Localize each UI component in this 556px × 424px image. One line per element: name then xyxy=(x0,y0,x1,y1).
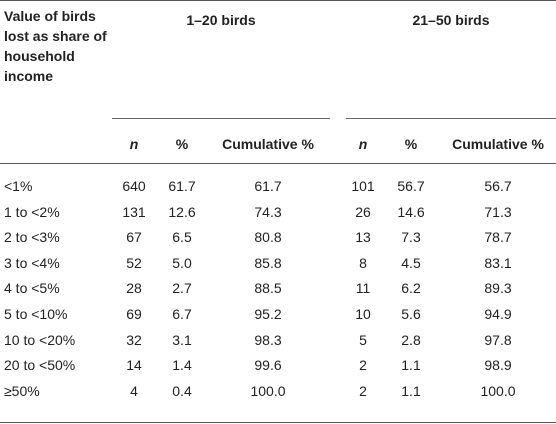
row-label: 4 to <5% xyxy=(4,280,60,297)
table-cell: 14 xyxy=(126,357,142,374)
column-header-cumulative: Cumulative % xyxy=(222,136,314,152)
table-cell: 97.8 xyxy=(484,331,512,348)
column-header-n: n xyxy=(129,136,139,152)
table-cell: 5.0 xyxy=(172,254,192,271)
table-cell: 32 xyxy=(126,331,142,348)
table-cell: 98.3 xyxy=(254,331,282,348)
table-cell: 94.9 xyxy=(484,306,512,322)
table-cell: 2 xyxy=(359,382,367,399)
column-header-n: n xyxy=(358,136,368,152)
table-cell: 6.7 xyxy=(172,306,192,322)
table-bottom-rule xyxy=(0,422,556,423)
group-header-1-20: 1–20 birds xyxy=(186,12,256,28)
table-cell: 78.7 xyxy=(484,229,512,246)
table-cell: 131 xyxy=(122,203,146,220)
table-cell: 88.5 xyxy=(254,280,282,297)
table-cell: 2.7 xyxy=(172,280,192,297)
table-cell: 26 xyxy=(355,203,371,220)
table-cell: 14.6 xyxy=(397,203,425,220)
group-rule-1-20 xyxy=(112,118,330,119)
row-label: 10 to <20% xyxy=(4,331,76,348)
table-cell: 13 xyxy=(355,229,371,246)
table-cell: 1.1 xyxy=(401,357,421,374)
table-cell: 7.3 xyxy=(401,229,421,246)
table-cell: 67 xyxy=(126,229,142,246)
table-cell: 4 xyxy=(130,382,138,399)
table-row: 4 to <5% 28 2.7 88.5 11 6.2 89.3 xyxy=(0,280,556,304)
table-cell: 1.1 xyxy=(401,382,421,399)
table-cell: 11 xyxy=(355,280,371,297)
table-row: 5 to <10% 69 6.7 95.2 10 5.6 94.9 xyxy=(0,306,556,330)
table-cell: 2.8 xyxy=(401,331,421,348)
table-top-rule xyxy=(0,0,556,1)
column-header-cumulative: Cumulative % xyxy=(452,136,544,152)
table-cell: 52 xyxy=(126,254,142,271)
group-rule-21-50 xyxy=(346,118,556,119)
group-header-21-50: 21–50 birds xyxy=(412,12,490,28)
table-cell: 100.0 xyxy=(250,382,286,399)
table-cell: 83.1 xyxy=(484,254,512,271)
stub-header: Value of birds lost as share of househol… xyxy=(4,8,107,84)
column-header-percent: % xyxy=(175,136,189,152)
table-row: 20 to <50% 14 1.4 99.6 2 1.1 98.9 xyxy=(0,357,556,381)
column-header-percent: % xyxy=(404,136,418,152)
table-cell: 100.0 xyxy=(480,382,516,399)
table-cell: 12.6 xyxy=(168,203,196,220)
row-label: ≥50% xyxy=(4,382,40,399)
row-label: 5 to <10% xyxy=(4,306,68,322)
table-cell: 85.8 xyxy=(254,254,282,271)
table-cell: 95.2 xyxy=(254,306,282,322)
header-bottom-rule xyxy=(0,163,556,164)
table-cell: 6.5 xyxy=(172,229,192,246)
table-cell: 56.7 xyxy=(397,178,425,194)
table-cell: 4.5 xyxy=(401,254,421,271)
table-cell: 8 xyxy=(359,254,367,271)
table-cell: 74.3 xyxy=(254,203,282,220)
table-cell: 99.6 xyxy=(254,357,282,374)
table-cell: 71.3 xyxy=(484,203,512,220)
table-cell: 5.6 xyxy=(401,306,421,322)
row-label: <1% xyxy=(4,178,33,194)
row-label: 2 to <3% xyxy=(4,229,60,246)
table-cell: 98.9 xyxy=(484,357,512,374)
table-cell: 80.8 xyxy=(254,229,282,246)
table-row: 3 to <4% 52 5.0 85.8 8 4.5 83.1 xyxy=(0,255,556,279)
table-cell: 61.7 xyxy=(254,178,282,194)
table-cell: 10 xyxy=(355,306,371,322)
table-cell: 101 xyxy=(351,178,375,194)
table-row: 2 to <3% 67 6.5 80.8 13 7.3 78.7 xyxy=(0,229,556,253)
table-row: <1% 640 61.7 61.7 101 56.7 56.7 xyxy=(0,178,556,202)
row-label: 3 to <4% xyxy=(4,254,60,271)
table-cell: 0.4 xyxy=(172,382,192,399)
table-cell: 61.7 xyxy=(168,178,196,194)
row-label: 1 to <2% xyxy=(4,203,60,220)
table-cell: 640 xyxy=(122,178,146,194)
table-cell: 5 xyxy=(359,331,367,348)
table-cell: 2 xyxy=(359,357,367,374)
table-cell: 28 xyxy=(126,280,142,297)
table-cell: 3.1 xyxy=(172,331,192,348)
table-cell: 69 xyxy=(126,306,142,322)
table-row: ≥50% 4 0.4 100.0 2 1.1 100.0 xyxy=(0,383,556,407)
table-cell: 89.3 xyxy=(484,280,512,297)
row-label: 20 to <50% xyxy=(4,357,76,374)
table-cell: 56.7 xyxy=(484,178,512,194)
table-row: 10 to <20% 32 3.1 98.3 5 2.8 97.8 xyxy=(0,332,556,356)
table-row: 1 to <2% 131 12.6 74.3 26 14.6 71.3 xyxy=(0,204,556,228)
table-cell: 6.2 xyxy=(401,280,421,297)
table-cell: 1.4 xyxy=(172,357,192,374)
